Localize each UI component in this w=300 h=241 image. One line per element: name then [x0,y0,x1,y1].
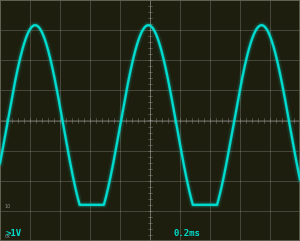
Text: >1V: >1V [6,229,22,238]
Text: 0x: 0x [4,234,10,239]
Text: 0.2ms: 0.2ms [174,229,201,238]
Text: 10: 10 [4,204,11,209]
